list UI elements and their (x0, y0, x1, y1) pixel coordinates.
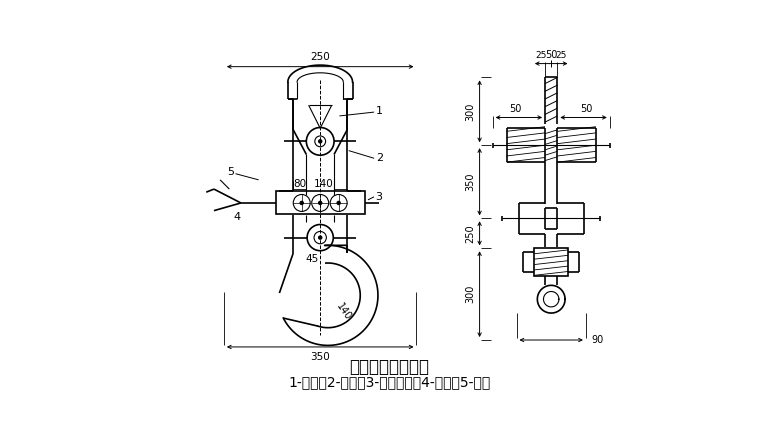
Circle shape (318, 236, 321, 239)
Text: 250: 250 (310, 52, 330, 62)
Bar (534, 248, 568, 276)
Text: 强夯自动脱钩器图: 强夯自动脱钩器图 (350, 358, 429, 376)
Text: 90: 90 (591, 335, 603, 345)
Circle shape (318, 140, 321, 143)
Text: 300: 300 (466, 102, 476, 121)
Text: 45: 45 (306, 254, 319, 264)
Text: 1-吊环；2-耳板；3-销环轴辊；4-销柄；5-拉绳: 1-吊环；2-耳板；3-销环轴辊；4-销柄；5-拉绳 (288, 375, 491, 389)
Text: 3: 3 (375, 192, 382, 202)
Text: 4: 4 (233, 212, 241, 222)
Text: 140: 140 (334, 302, 353, 323)
Text: 2: 2 (375, 153, 383, 163)
Bar (276, 191, 365, 214)
Text: 25: 25 (536, 51, 547, 60)
Text: 250: 250 (466, 224, 476, 243)
Text: 25: 25 (556, 51, 567, 60)
Text: 50: 50 (581, 104, 593, 114)
Text: 140: 140 (314, 179, 334, 189)
Text: 50: 50 (510, 104, 522, 114)
Text: 1: 1 (375, 106, 382, 116)
Circle shape (318, 202, 321, 205)
Text: 350: 350 (310, 352, 330, 362)
Text: 300: 300 (466, 285, 476, 304)
Text: 5: 5 (227, 167, 234, 177)
Text: 350: 350 (466, 172, 476, 191)
Circle shape (300, 202, 303, 205)
Text: 80: 80 (293, 179, 307, 189)
Circle shape (337, 202, 340, 205)
Text: 50: 50 (545, 50, 557, 60)
